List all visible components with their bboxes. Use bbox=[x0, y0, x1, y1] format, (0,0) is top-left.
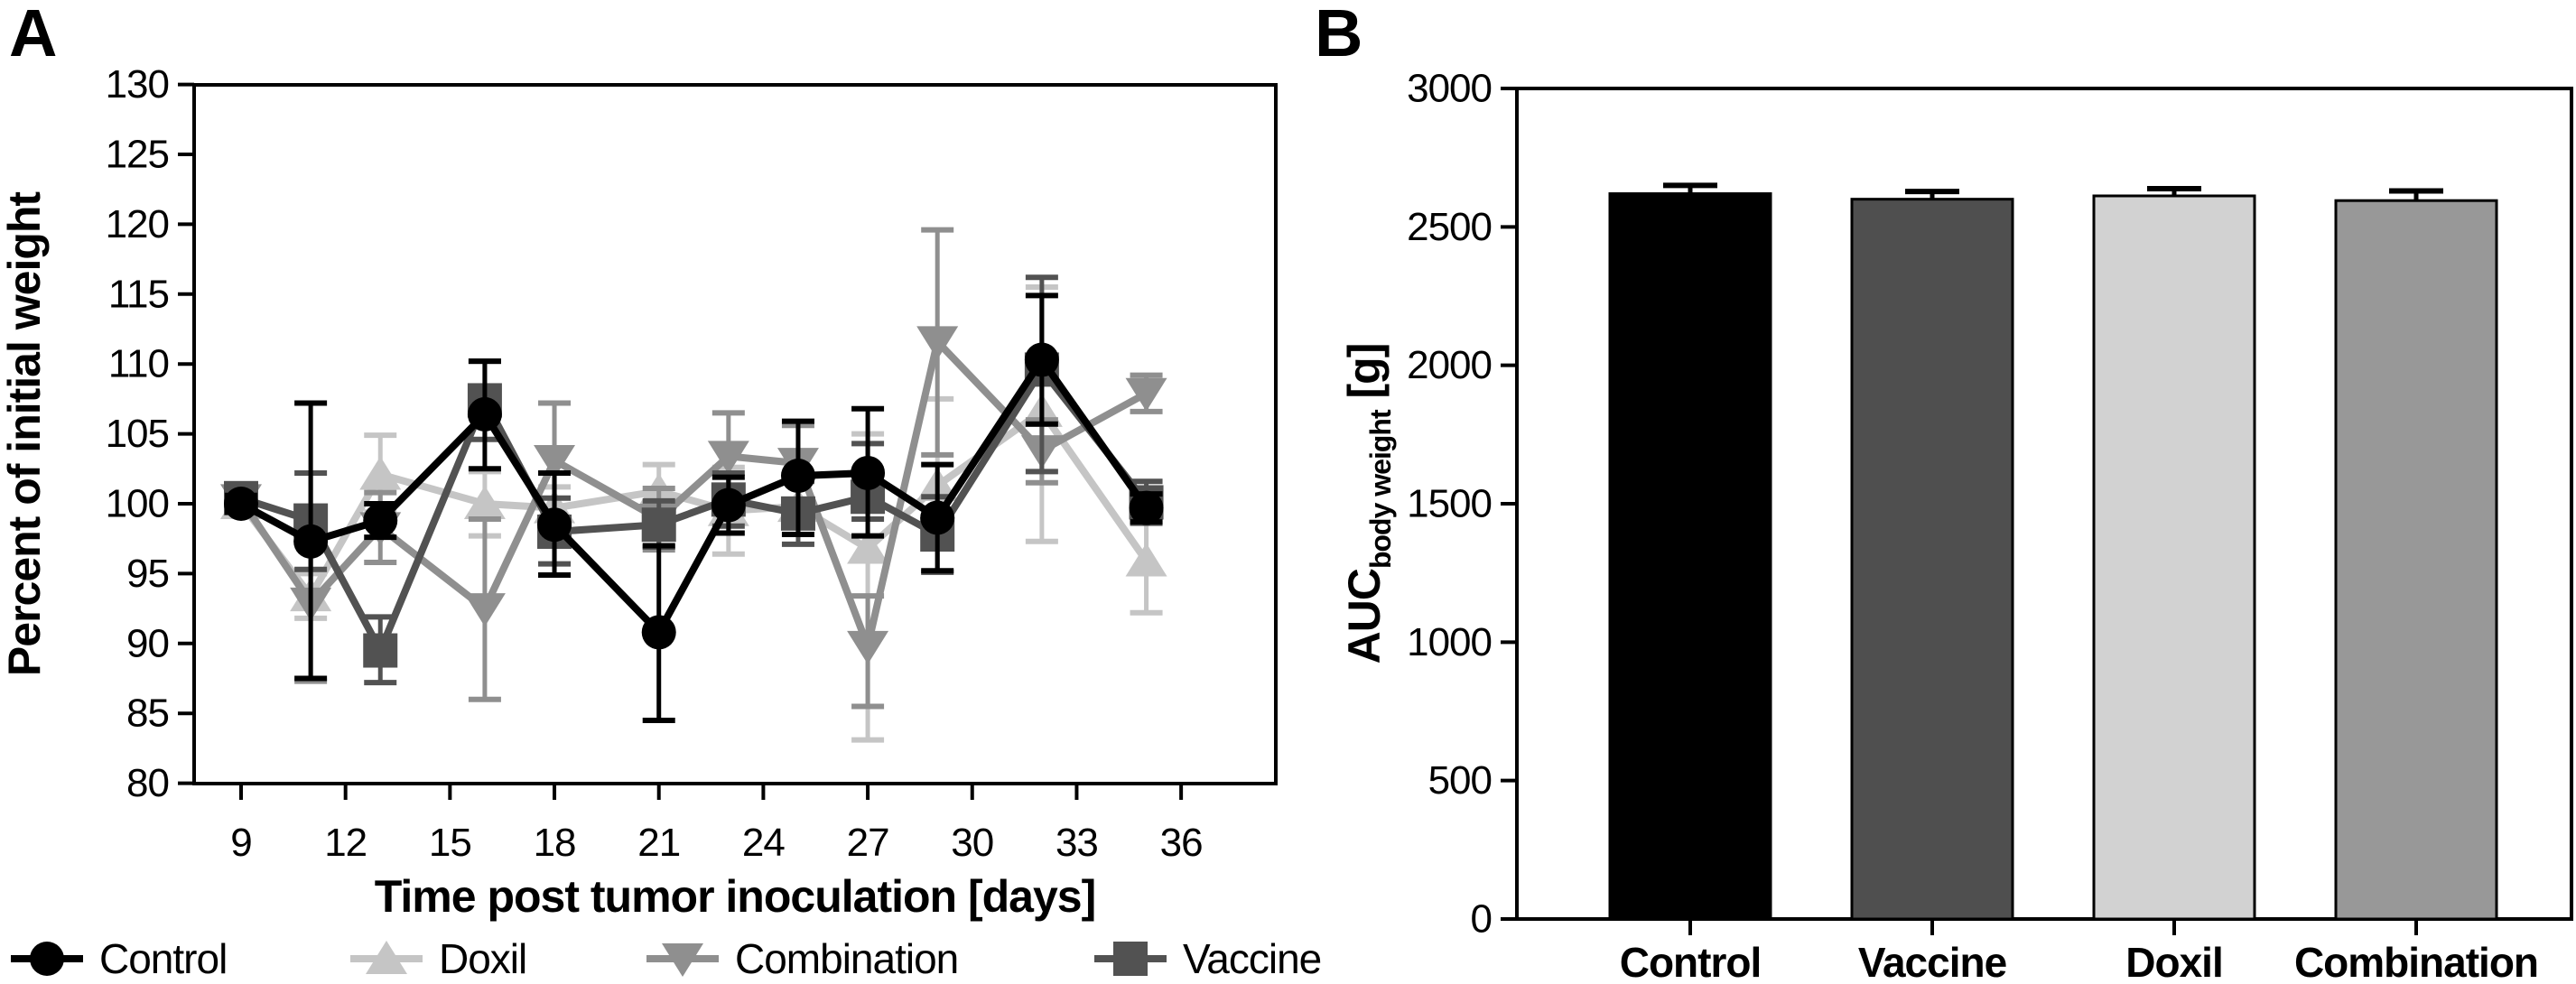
series-vaccine-marker bbox=[641, 507, 676, 543]
panel-a-x-tick-label: 21 bbox=[637, 821, 680, 865]
panel-b-category-label: Doxil bbox=[2125, 939, 2222, 984]
series-control-line bbox=[239, 353, 1149, 639]
series-control-marker bbox=[780, 459, 815, 494]
panel-a-y-tick-label: 95 bbox=[126, 552, 169, 596]
panel-a-x-tick-label: 33 bbox=[1056, 821, 1098, 865]
series-control-marker bbox=[224, 487, 258, 521]
series-vaccine-line bbox=[239, 363, 1149, 659]
panel-b-ylabel-subscript: body weight bbox=[1364, 409, 1397, 569]
panel-a-plot-border bbox=[192, 83, 1278, 785]
legend-item-doxil: Doxil bbox=[350, 935, 527, 982]
legend-vaccine-label: Vaccine bbox=[1183, 935, 1321, 982]
series-vaccine-marker bbox=[363, 633, 398, 668]
series-doxil-marker bbox=[847, 530, 889, 564]
legend-doxil-label: Doxil bbox=[439, 935, 526, 982]
series-doxil-marker bbox=[1125, 543, 1167, 577]
series-control-marker bbox=[363, 503, 398, 538]
panel-b-plot: B 3000 2500 2000 1500 1000 500 0 Control Vaccine D… bbox=[1315, 0, 2573, 984]
panel-a-y-tick-label: 130 bbox=[106, 62, 169, 107]
series-control-marker bbox=[641, 615, 676, 650]
bar-doxil bbox=[2092, 194, 2256, 921]
panel-a-y-tick-label: 105 bbox=[106, 412, 169, 456]
panel-b-y-tick-label: 1500 bbox=[1407, 482, 1492, 526]
legend-combination-marker-icon bbox=[662, 943, 703, 977]
series-combination-marker bbox=[534, 445, 576, 479]
bar-vaccine bbox=[1850, 198, 2014, 921]
legend-vaccine-marker-icon bbox=[1113, 942, 1148, 976]
panel-a-x-tick-label: 18 bbox=[534, 821, 576, 865]
legend-item-control: Control bbox=[11, 935, 228, 982]
series-control-marker bbox=[711, 487, 746, 523]
panel-a-x-tick-label: 24 bbox=[742, 821, 785, 865]
panel-b-y-tick-label: 2000 bbox=[1407, 343, 1492, 387]
series-control-marker bbox=[851, 455, 886, 490]
panel-b-category-label: Vaccine bbox=[1858, 939, 2007, 984]
panel-a-y-tick-label: 90 bbox=[126, 621, 169, 665]
panel-b-ylabel-main: AUC bbox=[1339, 569, 1390, 664]
series-control-marker bbox=[1129, 490, 1164, 525]
panel-a-y-tick-label: 125 bbox=[106, 133, 169, 177]
series-combination-marker bbox=[463, 593, 506, 627]
legend-combination-label: Combination bbox=[735, 935, 958, 982]
panel-b-y-axis-title: AUCbody weight [g] bbox=[1339, 344, 1397, 664]
series-doxil-marker bbox=[359, 456, 402, 490]
panel-b-y-tick-label: 0 bbox=[1471, 897, 1492, 942]
panel-b-category-label: Combination bbox=[2294, 939, 2538, 984]
legend-doxil-marker-icon bbox=[366, 941, 407, 974]
series-control-marker bbox=[1024, 342, 1059, 377]
panel-b-category-label: Control bbox=[1620, 939, 1762, 984]
panel-a-x-tick-label: 9 bbox=[230, 821, 251, 865]
panel-b-y-tick-label: 500 bbox=[1428, 758, 1492, 803]
panel-b-y-tick-label: 3000 bbox=[1407, 67, 1492, 111]
series-control-marker bbox=[467, 396, 502, 432]
series-control-marker bbox=[537, 507, 572, 543]
series-combination bbox=[220, 227, 1167, 710]
panel-a-plot: A 130 125 120 115 110 105 100 95 90 85 80 9 12 15 18 21 2… bbox=[0, 0, 1322, 982]
series-combination-line bbox=[237, 334, 1149, 659]
series-doxil-marker bbox=[463, 486, 506, 519]
series-combination-marker bbox=[916, 326, 959, 360]
bar-combination bbox=[2334, 199, 2498, 921]
series-combination-marker bbox=[1125, 377, 1167, 412]
panel-a-y-axis-title: Percent of initial weight bbox=[0, 191, 50, 677]
panel-a-legend: Control Doxil Combination Vaccine bbox=[11, 935, 1322, 982]
panel-a-x-tick-label: 12 bbox=[324, 821, 367, 865]
panel-b-y-tick-label: 1000 bbox=[1407, 620, 1492, 664]
series-control-marker bbox=[293, 524, 329, 559]
panel-a-y-tick-label: 115 bbox=[108, 272, 169, 316]
series-control-marker bbox=[920, 500, 955, 535]
panel-a-x-tick-label: 30 bbox=[951, 821, 993, 865]
bar-control bbox=[1608, 192, 1772, 921]
panel-a-y-tick-label: 120 bbox=[106, 202, 169, 246]
series-control bbox=[224, 292, 1164, 723]
panel-b-y-tick-label: 2500 bbox=[1407, 205, 1492, 249]
panel-a-y-tick-label: 80 bbox=[126, 761, 169, 805]
panel-a-y-tick-label: 100 bbox=[106, 482, 169, 526]
series-vaccine bbox=[224, 274, 1164, 686]
panel-b-ylabel-unit: [g] bbox=[1339, 344, 1390, 411]
legend-control-label: Control bbox=[99, 935, 227, 982]
legend-item-combination: Combination bbox=[646, 935, 959, 982]
legend-control-marker-icon bbox=[30, 942, 64, 976]
legend-item-vaccine: Vaccine bbox=[1094, 935, 1322, 982]
series-combination-marker bbox=[707, 441, 749, 475]
panel-a-x-tick-label: 36 bbox=[1160, 821, 1203, 865]
panel-a-letter: A bbox=[9, 0, 57, 70]
panel-a-x-tick-label: 15 bbox=[429, 821, 471, 865]
panel-a-x-axis-title: Time post tumor inoculation [days] bbox=[375, 871, 1095, 922]
panel-a-y-tick-label: 85 bbox=[126, 692, 169, 736]
panel-a-x-tick-label: 27 bbox=[847, 821, 889, 865]
panel-a-y-tick-label: 110 bbox=[108, 342, 169, 386]
panel-b-letter: B bbox=[1315, 0, 1362, 70]
series-combination-marker bbox=[847, 630, 889, 664]
